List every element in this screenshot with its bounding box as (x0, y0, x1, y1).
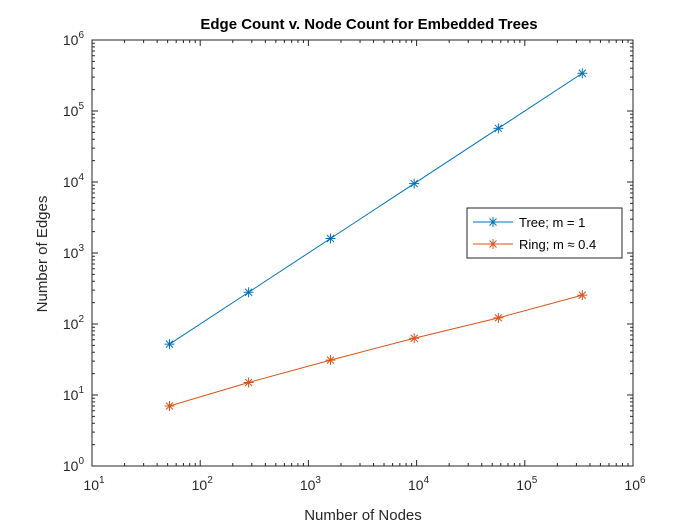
y-tick-label: 101 (63, 385, 85, 403)
data-point (493, 312, 504, 323)
legend-label: Ring; m ≈ 0.4 (519, 237, 596, 252)
chart-title: Edge Count v. Node Count for Embedded Tr… (200, 16, 537, 33)
x-tick-label: 101 (83, 475, 105, 493)
y-tick-label-exponent: 2 (78, 314, 84, 325)
data-point (409, 333, 420, 344)
series-line (169, 72, 583, 345)
x-axis-label: Number of Nodes (304, 507, 422, 524)
y-tick-label: 106 (63, 30, 85, 48)
x-tick-label-base: 10 (83, 477, 99, 493)
y-tick-label: 100 (63, 456, 85, 474)
y-tick-label: 104 (63, 172, 85, 190)
data-point (325, 233, 336, 244)
series-1 (164, 290, 588, 411)
x-tick-label-exponent: 2 (207, 475, 213, 486)
data-point (577, 290, 588, 301)
series-0 (164, 68, 588, 350)
data-point (243, 287, 254, 298)
x-tick-label-exponent: 6 (640, 475, 646, 486)
legend: Tree; m = 1 Ring; m ≈ 0.4 (466, 207, 623, 259)
legend-box (466, 207, 623, 259)
legend-marker (488, 217, 498, 227)
y-tick-label: 105 (63, 101, 85, 119)
data-point (409, 178, 420, 189)
legend-marker (488, 239, 498, 249)
y-tick-label-base: 10 (63, 316, 79, 332)
y-tick-label-exponent: 0 (78, 456, 84, 467)
x-tick-label: 106 (624, 475, 646, 493)
y-tick-label-exponent: 1 (78, 385, 84, 396)
y-tick-label: 103 (63, 243, 85, 261)
x-tick-label-exponent: 3 (315, 475, 321, 486)
data-point (493, 123, 504, 134)
y-tick-label-base: 10 (63, 245, 79, 261)
x-tick-label: 103 (300, 475, 322, 493)
y-tick-label-base: 10 (63, 387, 79, 403)
y-tick-label-exponent: 4 (78, 172, 84, 183)
legend-label: Tree; m = 1 (519, 215, 585, 230)
x-tick-label-base: 10 (300, 477, 316, 493)
x-tick-label-base: 10 (516, 477, 532, 493)
x-tick-label-exponent: 4 (424, 475, 430, 486)
legend-item: Ring; m ≈ 0.4 (473, 237, 596, 252)
y-tick-label-exponent: 6 (78, 30, 84, 41)
series-line (169, 294, 583, 407)
y-tick-label-base: 10 (63, 174, 79, 190)
data-point (164, 400, 175, 411)
x-tick-label-exponent: 1 (99, 475, 105, 486)
y-tick-label-base: 10 (63, 32, 79, 48)
data-point (243, 377, 254, 388)
x-tick-label-base: 10 (408, 477, 424, 493)
x-tick-label: 102 (192, 475, 214, 493)
y-axis-label: Number of Edges (34, 196, 51, 313)
y-tick-label-base: 10 (63, 103, 79, 119)
legend-item: Tree; m = 1 (473, 215, 585, 230)
x-tick-label: 104 (408, 475, 430, 493)
data-point (164, 339, 175, 350)
data-point (325, 355, 336, 366)
x-tick-label-base: 10 (624, 477, 640, 493)
x-tick-label: 105 (516, 475, 538, 493)
y-tick-label-exponent: 3 (78, 243, 84, 254)
data-point (577, 68, 588, 79)
y-tick-label: 102 (63, 314, 85, 332)
y-tick-label-base: 10 (63, 458, 79, 474)
x-tick-label-base: 10 (192, 477, 208, 493)
x-tick-label-exponent: 5 (532, 475, 538, 486)
y-tick-label-exponent: 5 (78, 101, 84, 112)
